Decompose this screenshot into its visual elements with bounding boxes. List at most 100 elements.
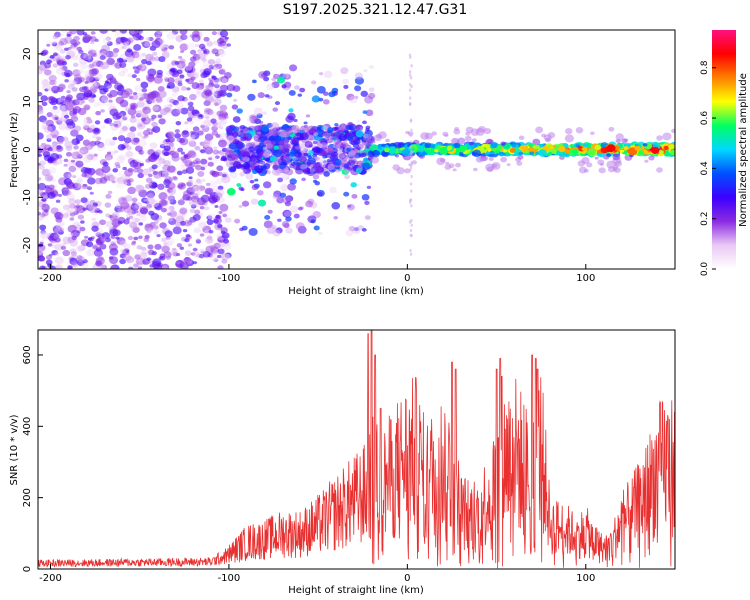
heatmap-cell (86, 249, 95, 257)
heatmap-cell (149, 142, 158, 149)
heatmap-cell (215, 155, 220, 159)
heatmap-cell (153, 187, 161, 194)
heatmap-cell (180, 151, 186, 155)
heatmap-cell (139, 252, 148, 259)
heatmap-cell (198, 221, 207, 229)
heatmap-cell (175, 120, 182, 126)
heatmap-cell (177, 184, 184, 189)
x-tick-label: -200 (39, 273, 62, 284)
heatmap-cell (38, 182, 47, 191)
heatmap-cell (232, 138, 240, 145)
heatmap-cell (198, 43, 206, 50)
heatmap-cell (105, 213, 111, 218)
heatmap-cell (127, 235, 134, 241)
heatmap-cell (457, 137, 466, 145)
heatmap-cell (84, 235, 89, 239)
heatmap-cell (281, 131, 290, 138)
heatmap-cell (92, 202, 98, 207)
heatmap-cell (222, 173, 227, 178)
heatmap-cell (167, 195, 175, 202)
heatmap-cell (261, 125, 270, 132)
heatmap-cell (188, 199, 198, 207)
heatmap-cell (491, 162, 501, 170)
heatmap-cell (348, 225, 356, 232)
heatmap-cell (263, 149, 273, 158)
heatmap-cell (197, 130, 204, 136)
heatmap-cell (266, 83, 275, 91)
heatmap-cell (157, 30, 164, 35)
heatmap-cell (108, 99, 113, 103)
heatmap-cell (84, 167, 92, 174)
heatmap-cell (144, 223, 154, 232)
heatmap-cell (244, 163, 251, 169)
heatmap-cell (196, 197, 206, 206)
heatmap-cell (575, 143, 580, 147)
heatmap-cell (263, 163, 271, 170)
heatmap-cell (135, 119, 142, 124)
heatmap-cell (135, 209, 140, 214)
heatmap-cell (179, 137, 189, 146)
heatmap-cell (76, 92, 86, 101)
heatmap-cell (202, 59, 212, 68)
heatmap-cell (55, 199, 61, 203)
heatmap-cell (282, 72, 290, 79)
heatmap-cell (147, 91, 157, 100)
heatmap-cell (76, 230, 81, 234)
heatmap-cell (277, 177, 284, 183)
heatmap-cell (96, 143, 106, 152)
heatmap-cell (180, 85, 187, 91)
heatmap-cell (142, 149, 148, 155)
heatmap-cell (123, 124, 131, 131)
heatmap-cell (192, 251, 200, 258)
heatmap-cell (186, 42, 195, 50)
heatmap-cell (73, 145, 79, 150)
heatmap-cell (163, 151, 170, 156)
heatmap-cell (179, 30, 188, 35)
heatmap-cell (222, 238, 230, 244)
heatmap-cell (371, 140, 376, 144)
heatmap-cell (116, 84, 125, 92)
heatmap-cell (164, 230, 173, 238)
heatmap-cell (334, 123, 339, 127)
heatmap-cell (165, 240, 173, 247)
heatmap-cell (54, 116, 59, 120)
heatmap-cell (188, 140, 197, 148)
heatmap-cell (274, 101, 281, 106)
heatmap-cell (209, 180, 218, 188)
heatmap-cell (102, 161, 109, 167)
heatmap-cell (142, 106, 151, 114)
heatmap-cell (394, 154, 400, 158)
heatmap-cell (57, 193, 63, 197)
heatmap-cell (134, 202, 143, 210)
heatmap-cell (199, 82, 205, 86)
heatmap-cell (322, 99, 330, 105)
heatmap-cell (232, 116, 241, 123)
heatmap-cell (192, 185, 201, 193)
heatmap-cell (217, 196, 225, 204)
heatmap-cell (38, 107, 44, 115)
heatmap-cell (99, 55, 106, 60)
heatmap-cell (205, 108, 214, 116)
snr-series-line (38, 330, 675, 569)
heatmap-cell (309, 132, 314, 137)
heatmap-cell (115, 203, 122, 209)
heatmap-cell (134, 217, 140, 223)
heatmap-cell (300, 163, 307, 170)
heatmap-cell (122, 59, 128, 63)
heatmap-cell (214, 102, 219, 106)
heatmap-cell (334, 138, 340, 143)
heatmap-cell (167, 217, 174, 222)
heatmap-cell (114, 80, 119, 85)
heatmap-cell (88, 63, 95, 69)
heatmap-cell (361, 228, 367, 232)
heatmap-cell (119, 113, 124, 117)
heatmap-cell (346, 93, 355, 101)
heatmap-cell (213, 258, 219, 263)
heatmap-cell (362, 120, 367, 125)
heatmap-cell (65, 145, 73, 151)
heatmap-cell (191, 109, 200, 117)
heatmap-cell (323, 171, 331, 177)
heatmap-cell (538, 149, 547, 157)
heatmap-cell (104, 80, 109, 84)
